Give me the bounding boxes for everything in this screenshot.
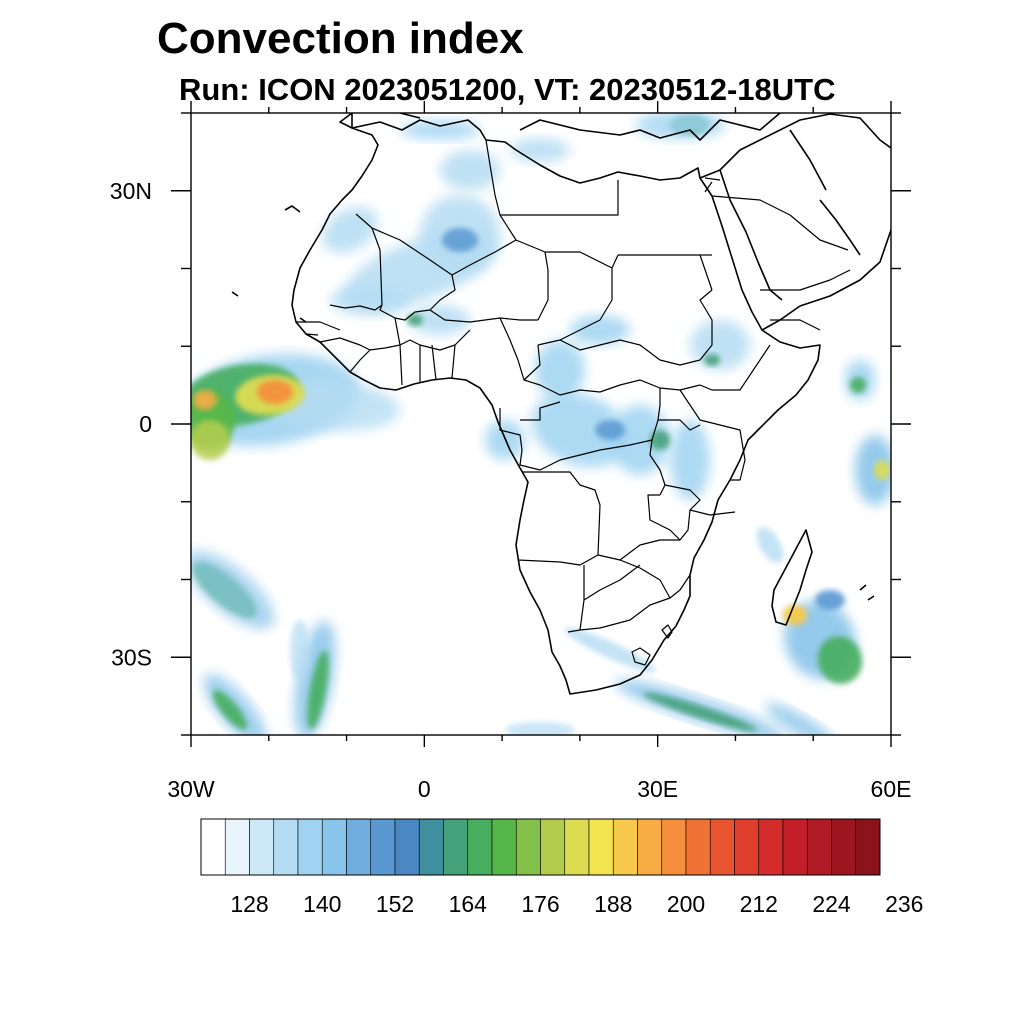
convection-cell [290, 620, 310, 680]
colorbar-swatch [467, 818, 493, 876]
colorbar-swatch [734, 818, 760, 876]
convection-cell [191, 550, 275, 630]
convection-cell [510, 138, 570, 162]
lat-tick-label: 0 [139, 411, 152, 437]
convection-cell [535, 340, 585, 400]
convection-cell [756, 526, 784, 564]
convection-cell [610, 405, 670, 475]
convection-cell [670, 420, 710, 500]
convection-field [191, 113, 891, 735]
convection-cell [815, 590, 845, 610]
convection-cell [765, 703, 835, 735]
convection-cell [505, 722, 575, 735]
convection-cell [400, 120, 480, 140]
map-subtitle: Run: ICON 2023051200, VT: 20230512-18UTC [179, 72, 836, 107]
convection-cell [783, 605, 807, 625]
colorbar-swatch [685, 818, 711, 876]
colorbar-swatch [394, 818, 420, 876]
convection-cell [307, 650, 329, 730]
colorbar-swatch [346, 818, 372, 876]
lon-tick-label: 60E [871, 776, 912, 802]
colorbar-label: 200 [667, 891, 705, 917]
lat-tick-label: 30N [110, 178, 152, 204]
colorbar-swatch [782, 818, 808, 876]
colorbar-swatch [831, 818, 857, 876]
convection-cell [257, 380, 293, 404]
convection-cell [650, 430, 670, 450]
convection-cell [874, 460, 890, 480]
colorbar-label: 224 [812, 891, 851, 917]
colorbar-label: 236 [885, 891, 923, 917]
colorbar-swatch [588, 818, 614, 876]
lon-tick-label: 30E [637, 776, 678, 802]
convection-cell [407, 314, 423, 326]
convection-cell [442, 228, 478, 252]
convection-cell [212, 690, 248, 730]
convection-cell [330, 285, 410, 315]
colorbar-swatch [709, 818, 735, 876]
madagascar-coastline [771, 529, 813, 626]
colorbar-swatch [418, 818, 444, 876]
convection-cell [564, 627, 656, 673]
convection-cell [704, 354, 720, 366]
convection-cell [817, 636, 863, 684]
convection-cell [531, 392, 629, 468]
colorbar-swatch [224, 818, 250, 876]
colorbar-swatch [321, 818, 347, 876]
colorbar-label: 140 [303, 891, 341, 917]
colorbar-swatch [491, 818, 517, 876]
colorbar-frame [200, 818, 881, 876]
colorbar-swatch [370, 818, 396, 876]
convection-cell [570, 315, 630, 345]
colorbar-swatch [443, 818, 469, 876]
arabia-coastline [699, 113, 891, 331]
colorbar-swatch [855, 818, 881, 876]
colorbar-swatch [273, 818, 299, 876]
convection-cell [410, 305, 470, 335]
colorbar-swatch [515, 818, 541, 876]
colorbar-swatch [637, 818, 663, 876]
convection-cell [440, 150, 500, 190]
convection-cell [595, 420, 625, 440]
colorbar-swatch [200, 818, 226, 876]
colorbar-label: 128 [230, 891, 268, 917]
colorbar-label: 176 [521, 891, 559, 917]
convection-cell [635, 113, 725, 139]
colorbar-swatch [612, 818, 638, 876]
convection-cell [193, 390, 217, 410]
europe-coastline [399, 113, 781, 141]
convection-cell [690, 320, 750, 370]
convection-cell [322, 207, 378, 253]
colorbar-label: 212 [740, 891, 778, 917]
colorbar-label: 152 [376, 891, 414, 917]
convection-cell [850, 377, 866, 393]
border-layer [296, 139, 851, 666]
colorbar-swatch [297, 818, 323, 876]
map-axes: 30W 0 30E 60E 30N 0 30S [110, 101, 912, 802]
colorbar-swatch [806, 818, 832, 876]
lon-tick-label: 0 [418, 776, 431, 802]
colorbar: 128 140 152 164 176 188 200 212 224 236 [200, 818, 923, 917]
colorbar-label: 188 [594, 891, 632, 917]
colorbar-label: 164 [449, 891, 488, 917]
colorbar-swatch [758, 818, 784, 876]
colorbar-swatch [249, 818, 275, 876]
convection-cell [855, 435, 891, 505]
lat-tick-label: 30S [111, 644, 152, 670]
convection-cell [642, 692, 758, 732]
map-title: Convection index [157, 14, 524, 63]
colorbar-swatch [540, 818, 566, 876]
convection-cell [191, 420, 230, 460]
lon-tick-label: 30W [167, 776, 215, 802]
colorbar-swatch [564, 818, 590, 876]
colorbar-swatch [661, 818, 687, 876]
